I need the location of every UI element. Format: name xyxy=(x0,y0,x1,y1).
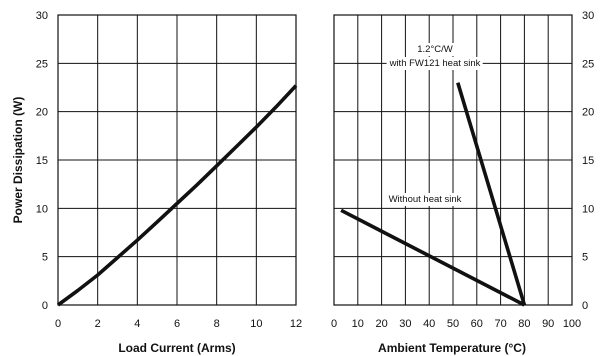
left-series-line-1 xyxy=(56,84,298,307)
right-y-tick-label: 25 xyxy=(582,58,594,70)
right-y-tick-label: 20 xyxy=(582,107,594,119)
left-y-tick-label: 25 xyxy=(36,58,48,70)
left-plot-frame xyxy=(57,14,297,306)
annotation-label-2-line-1: Without heat sink xyxy=(389,194,462,205)
right-y-tick-label: 5 xyxy=(582,252,588,264)
left-x-tick-label: 4 xyxy=(134,318,140,330)
left-grid xyxy=(58,15,296,305)
right-y-tick-label: 10 xyxy=(582,203,594,215)
left-x-tick-label: 2 xyxy=(95,318,101,330)
right-series-line-2 xyxy=(340,208,526,307)
annotation-background xyxy=(415,43,455,56)
left-x-tick-label: 0 xyxy=(55,318,61,330)
left-x-tick-label: 12 xyxy=(290,318,302,330)
left-tick-labels: 0 2 4 6 8 10 12 0 5 10 15 20 25 30 xyxy=(36,10,302,330)
left-series xyxy=(56,84,298,307)
right-annotations: 1.2°C/W with FW121 heat sink Without heat … xyxy=(386,43,483,206)
right-x-tick-label: 70 xyxy=(494,318,506,330)
right-x-tick-label: 60 xyxy=(471,318,483,330)
right-x-tick-label: 40 xyxy=(423,318,435,330)
right-x-tick-label: 10 xyxy=(352,318,364,330)
left-y-tick-label: 5 xyxy=(42,252,48,264)
left-x-axis-title: Load Current (Arms) xyxy=(118,341,235,355)
right-plot-frame xyxy=(333,14,573,306)
right-y-tick-label: 0 xyxy=(582,300,588,312)
right-y-tick-label: 30 xyxy=(582,10,594,22)
annotation-background xyxy=(386,193,464,206)
right-series xyxy=(340,82,527,307)
right-x-tick-label: 50 xyxy=(447,318,459,330)
annotation-label-1-line-2: with FW121 heat sink xyxy=(389,58,481,69)
right-x-tick-label: 100 xyxy=(563,318,581,330)
left-y-tick-label: 30 xyxy=(36,10,48,22)
left-y-tick-label: 0 xyxy=(42,300,48,312)
right-x-axis-title: Ambient Temperature (°C) xyxy=(378,341,526,355)
annotation-label-1-line-1: 1.2°C/W xyxy=(417,44,453,55)
left-y-tick-label: 20 xyxy=(36,107,48,119)
left-y-axis-title: Power Dissipation (W) xyxy=(11,97,25,224)
right-x-tick-label: 20 xyxy=(375,318,387,330)
left-chart-load-current: 0 2 4 6 8 10 12 0 5 10 15 20 25 30 Load Current (Arms… xyxy=(11,10,302,355)
left-x-tick-label: 8 xyxy=(214,318,220,330)
right-x-tick-label: 90 xyxy=(542,318,554,330)
annotation-background xyxy=(386,57,483,70)
right-x-tick-label: 0 xyxy=(331,318,337,330)
left-x-tick-label: 10 xyxy=(250,318,262,330)
left-y-tick-label: 10 xyxy=(36,203,48,215)
left-x-tick-label: 6 xyxy=(174,318,180,330)
right-x-tick-label: 80 xyxy=(518,318,530,330)
left-y-tick-label: 15 xyxy=(36,155,48,167)
right-x-tick-label: 30 xyxy=(399,318,411,330)
right-y-tick-label: 15 xyxy=(582,155,594,167)
right-series-line-1 xyxy=(456,82,527,306)
